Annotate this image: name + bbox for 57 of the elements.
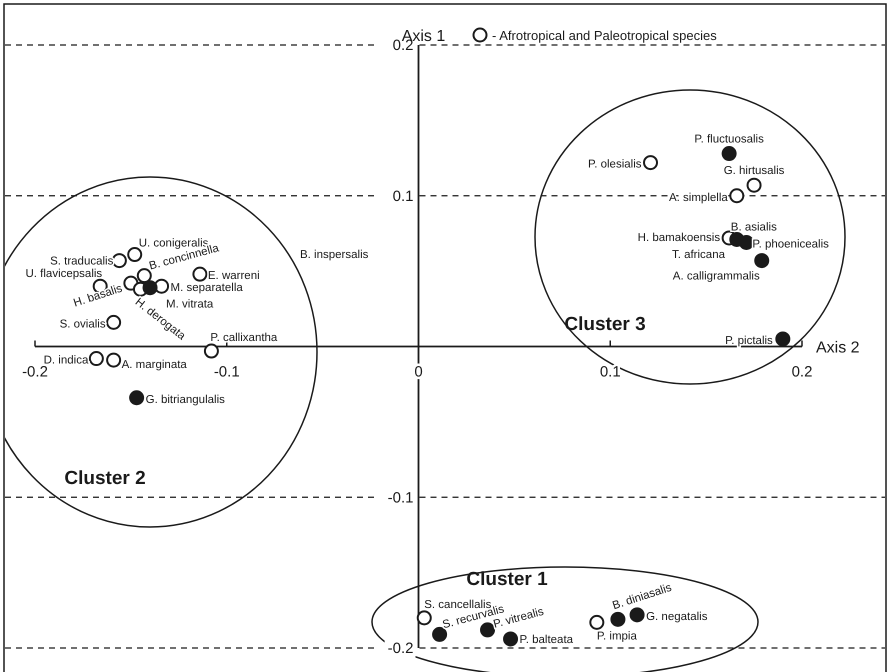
annotation: P. pictalis	[725, 334, 774, 347]
point	[136, 268, 152, 284]
point	[746, 178, 762, 193]
annotation: Cluster 2	[64, 468, 146, 489]
annotation: P. olesialis	[588, 158, 642, 171]
annotation: S. traducalis	[50, 256, 114, 268]
annotation: Cluster 1	[466, 569, 548, 590]
annotation: M. separatella	[170, 282, 244, 294]
point	[142, 280, 158, 296]
annotation: H. basalis	[72, 282, 124, 310]
annotation: P. phoenicealis	[752, 238, 830, 250]
annotation: U. flavicepsalis	[25, 268, 102, 280]
annotation: Cluster 3	[564, 314, 646, 335]
annotation: B. inspersalis	[300, 249, 369, 261]
annotation: H. bamakoensis	[638, 232, 720, 244]
point	[610, 612, 626, 627]
point	[432, 626, 448, 642]
point	[738, 234, 754, 250]
annotation: G. negatalis	[646, 610, 708, 623]
annotation: P. fluctuosalis	[694, 134, 764, 146]
point	[416, 610, 432, 626]
x-tick-label: 0.2	[792, 364, 812, 380]
x-axis-title: Axis 2	[816, 340, 860, 356]
annotation: B. asialis	[730, 221, 778, 234]
point	[88, 351, 104, 366]
point	[106, 352, 122, 368]
point	[589, 614, 604, 630]
x-tick-label: -0.1	[214, 364, 240, 380]
point	[129, 390, 144, 406]
annotation: P. callixantha	[210, 332, 278, 344]
point	[106, 314, 122, 330]
point	[112, 253, 127, 268]
point	[503, 631, 518, 646]
annotation: G. bitriangulalis	[146, 394, 226, 406]
annotation: A. calligrammalis	[672, 270, 760, 283]
annotation: S. ovialis	[60, 318, 106, 330]
annotation: P. balteata	[520, 634, 574, 646]
point	[127, 247, 142, 262]
legend-label: - Afrotropical and Paleotropical species	[492, 28, 718, 43]
point	[630, 607, 645, 622]
point	[775, 331, 790, 346]
point	[729, 188, 744, 204]
point	[754, 253, 770, 268]
y-tick-label: -0.1	[388, 489, 414, 506]
annotation: G. hirtusalis	[724, 165, 785, 178]
y-tick-label: 0.1	[392, 188, 414, 205]
annotation: T. africana	[672, 249, 726, 261]
y-tick-label: -0.2	[388, 640, 414, 657]
annotation: M. vitrata	[166, 298, 214, 311]
annotation: E. warreni	[208, 270, 260, 282]
annotation: A. marginata	[122, 359, 188, 372]
point	[192, 266, 208, 282]
point	[722, 146, 737, 162]
x-tick-label: 0.1	[600, 364, 621, 380]
point	[204, 344, 219, 359]
point	[643, 155, 658, 170]
annotation: P. impia	[596, 630, 638, 642]
